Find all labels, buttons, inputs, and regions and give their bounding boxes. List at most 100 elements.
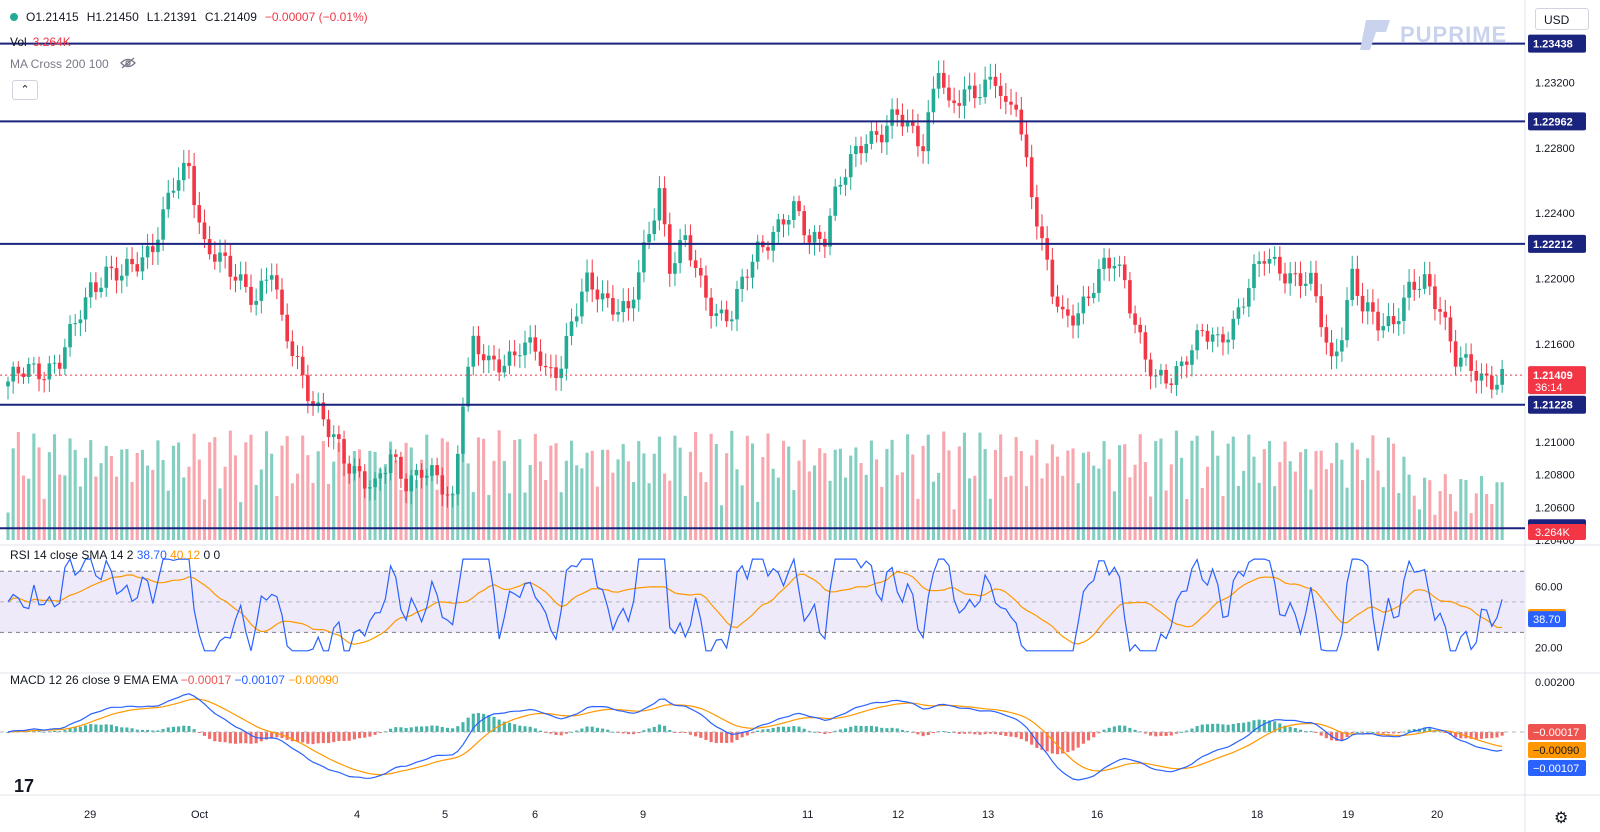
candle-body — [254, 300, 258, 305]
volume-bar — [699, 472, 703, 540]
candle-body — [926, 112, 931, 152]
volume-bar — [166, 490, 170, 540]
candle-body — [161, 209, 165, 240]
macd-histogram-bar — [202, 732, 207, 736]
candle-body — [176, 180, 181, 191]
macd-histogram-bar — [637, 732, 641, 733]
candle-body — [78, 319, 83, 324]
volume-bar — [616, 459, 620, 540]
volume-bar — [518, 439, 522, 540]
candle-body — [135, 264, 140, 272]
macd-histogram-bar — [1159, 732, 1163, 736]
low-value: L1.21391 — [146, 10, 197, 24]
candle-body — [1236, 307, 1241, 319]
candle-body — [1102, 257, 1106, 270]
volume-bar — [812, 465, 817, 540]
candle-body — [259, 280, 264, 301]
candle-body — [998, 85, 1003, 96]
candle-body — [125, 258, 129, 276]
candle-body — [874, 131, 879, 135]
candle-body — [642, 242, 646, 273]
macd-histogram-bar — [756, 730, 760, 732]
candle-body — [828, 215, 832, 247]
volume-bar — [259, 469, 263, 540]
volume-bar — [32, 433, 36, 540]
volume-bar — [1081, 452, 1085, 540]
macd-histogram-bar — [694, 732, 698, 737]
macd-histogram-bar — [812, 731, 817, 733]
macd-value-tag — [1528, 724, 1586, 740]
candle-body — [885, 125, 889, 143]
macd-histogram-bar — [1464, 732, 1468, 739]
macd-histogram-bar — [213, 732, 217, 742]
candle-body — [1319, 296, 1324, 328]
macd-histogram-bar — [1143, 732, 1147, 734]
volume-bar — [931, 481, 935, 540]
volume-bar — [787, 446, 791, 540]
macd-histogram-bar — [1030, 732, 1034, 745]
candle-body — [967, 85, 972, 90]
price-tick-label: 1.21000 — [1535, 437, 1575, 449]
candle-body — [647, 234, 651, 243]
macd-histogram-bar — [409, 727, 413, 732]
volume-bar — [1257, 482, 1261, 540]
macd-histogram-bar — [1066, 732, 1070, 753]
volume-bar — [52, 434, 57, 540]
gear-icon[interactable]: ⚙ — [1554, 810, 1569, 827]
candle-body — [947, 87, 951, 101]
candle-body — [931, 88, 936, 113]
volume-bar — [1448, 494, 1452, 540]
volume-bar — [993, 449, 998, 540]
macd-value-tag — [1528, 760, 1586, 776]
rsi-tick-label: 60.00 — [1535, 582, 1563, 594]
macd-histogram-bar — [663, 725, 667, 732]
candle-body — [957, 103, 962, 106]
volume-bar — [730, 430, 734, 540]
volume-bar — [1164, 490, 1168, 540]
candle-body — [714, 313, 719, 316]
macd-histogram-bar — [968, 732, 972, 734]
volume-bar — [1324, 469, 1328, 540]
candle-body — [455, 453, 460, 495]
volume-bar — [725, 453, 729, 540]
macd-histogram-bar — [166, 727, 170, 732]
macd-histogram-bar — [745, 732, 749, 736]
candle-body — [1458, 357, 1463, 367]
eye-hidden-icon[interactable] — [120, 57, 136, 72]
candle-body — [94, 282, 98, 293]
candle-body — [228, 255, 233, 277]
volume-bar — [973, 475, 977, 540]
volume-bar — [1045, 463, 1049, 540]
macd-histogram-bar — [1428, 728, 1432, 732]
ma-cross-legend: MA Cross 200 100 — [10, 57, 136, 72]
volume-bar — [564, 460, 568, 540]
macd-histogram-bar — [192, 729, 196, 732]
candle-body — [1153, 375, 1158, 377]
macd-histogram-bar — [63, 730, 67, 732]
volume-bar — [497, 430, 501, 540]
candle-body — [497, 359, 501, 373]
macd-histogram-bar — [797, 726, 801, 732]
candle-body — [673, 263, 677, 274]
macd-histogram-bar — [399, 727, 403, 732]
macd-histogram-bar — [1309, 731, 1313, 733]
volume-bar — [1185, 499, 1189, 540]
candle-body — [1097, 269, 1101, 293]
volume-bar — [1216, 455, 1220, 540]
candle-body — [1200, 330, 1205, 332]
candle-body — [786, 219, 791, 225]
volume-bar — [1288, 461, 1292, 540]
candle-body — [698, 267, 703, 276]
candle-body — [916, 125, 920, 147]
macd-histogram-bar — [554, 732, 558, 735]
macd-histogram-bar — [135, 729, 139, 732]
currency-selector[interactable]: USD — [1535, 8, 1589, 30]
candle-body — [362, 471, 367, 489]
macd-line — [7, 693, 1503, 781]
volume-bar — [1345, 487, 1349, 540]
volume-bar — [249, 434, 253, 540]
volume-bar — [1423, 477, 1427, 540]
collapse-legend-button[interactable]: ⌃ — [12, 80, 38, 100]
macd-histogram-bar — [482, 713, 486, 732]
